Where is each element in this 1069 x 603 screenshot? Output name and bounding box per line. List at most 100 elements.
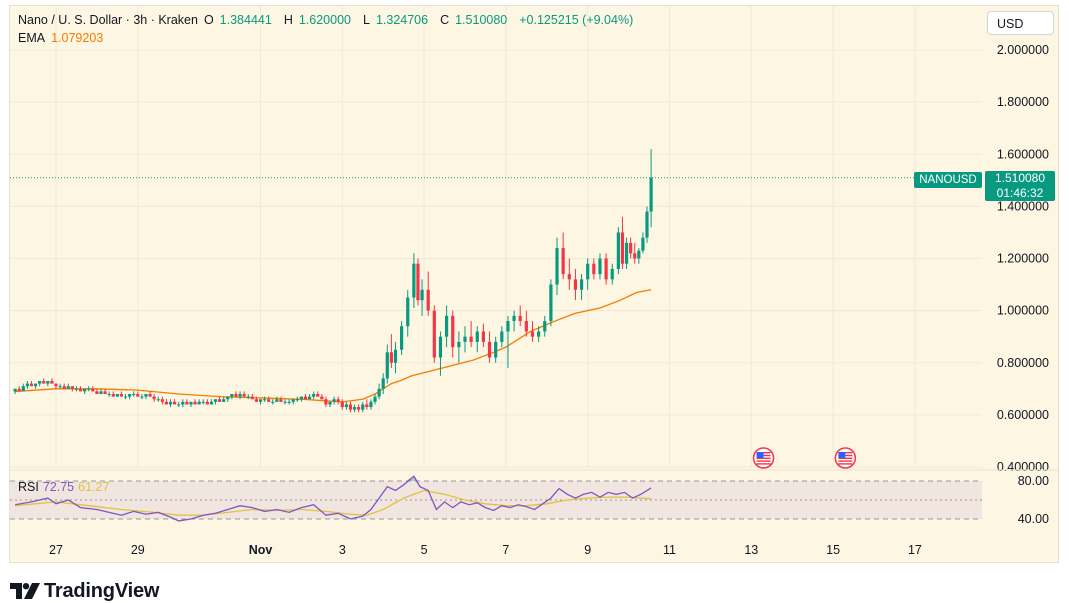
candle-body: [87, 388, 91, 390]
candle-body: [115, 394, 119, 397]
candle-body: [518, 315, 522, 322]
rsi-value: 72.75: [42, 480, 75, 494]
candle-body: [83, 388, 87, 392]
candle-body: [283, 401, 287, 403]
x-tick-label: Nov: [249, 543, 273, 557]
candle-body: [377, 388, 381, 397]
candle-body: [50, 380, 54, 384]
candle-body: [287, 401, 291, 403]
candle-body: [369, 401, 373, 408]
candle-body: [373, 396, 377, 402]
candle-body: [226, 396, 230, 400]
candle-body: [91, 388, 95, 392]
candle-body: [262, 399, 267, 401]
ema-label[interactable]: EMA: [18, 31, 46, 45]
candle-body: [78, 388, 83, 392]
candle-body: [254, 399, 259, 402]
candle-body: [148, 394, 152, 397]
candle-body: [181, 401, 185, 405]
candle-body: [128, 394, 132, 397]
candle-body: [332, 399, 336, 402]
candle-body: [549, 284, 553, 322]
us-flag-event-icon[interactable]: [752, 447, 775, 469]
rsi-label[interactable]: RSI: [18, 480, 39, 494]
y-tick-label: 1.600000: [997, 147, 1049, 161]
y-tick-label: 0.600000: [997, 408, 1049, 422]
candle-body: [222, 399, 226, 402]
candle-body: [123, 396, 128, 398]
candle-body: [144, 394, 148, 397]
candle-body: [412, 263, 416, 298]
candle-body: [328, 401, 332, 405]
y-tick-label: 0.400000: [997, 460, 1049, 474]
candle-body: [70, 386, 74, 389]
candle-body: [213, 399, 218, 402]
candle-body: [438, 336, 443, 358]
ticker-price-tag: NANOUSD: [914, 172, 982, 188]
candle-body: [316, 394, 320, 397]
candle-body: [177, 404, 181, 406]
candle-body: [561, 248, 565, 275]
candle-body: [469, 336, 473, 342]
candle-body: [573, 279, 578, 290]
candle-body: [592, 263, 596, 275]
candle-body: [512, 315, 516, 322]
candle-body: [54, 383, 58, 387]
candle-body: [295, 399, 299, 401]
candle-body: [230, 394, 234, 397]
rsi-tick-label: 80.00: [1018, 474, 1049, 488]
currency-button[interactable]: USD: [987, 11, 1054, 35]
candle-body: [74, 388, 79, 390]
symbol-title[interactable]: Nano / U. S. Dollar · 3h · Kraken: [18, 13, 198, 27]
candle-body: [38, 380, 42, 384]
change-value: +0.125215 (+9.04%): [519, 13, 634, 27]
rsi-tick-label: 40.00: [1018, 512, 1049, 526]
candle-body: [29, 383, 34, 387]
candle-body: [586, 263, 590, 280]
candle-body: [238, 394, 242, 397]
candle-body: [537, 331, 541, 337]
candle-body: [42, 380, 46, 384]
candle-body: [209, 401, 214, 405]
candle-body: [152, 396, 156, 400]
candle-body: [58, 386, 62, 388]
close-value: 1.510080: [455, 13, 508, 27]
candle-body: [624, 242, 629, 264]
candle-body: [543, 321, 547, 332]
candle-body: [494, 341, 498, 358]
candle-body: [95, 391, 99, 395]
candle-body: [645, 211, 649, 238]
candle-body: [107, 394, 111, 396]
candle-body: [197, 401, 201, 405]
candle-body: [457, 341, 461, 348]
high-value: 1.620000: [298, 13, 351, 27]
candle-body: [610, 268, 614, 280]
candle-body: [616, 232, 620, 269]
candle-body: [62, 386, 66, 389]
candle-body: [242, 394, 246, 397]
x-tick-label: 13: [744, 543, 758, 557]
x-tick-label: 9: [584, 543, 591, 557]
candle-body: [258, 399, 263, 402]
us-flag-event-icon[interactable]: [834, 447, 857, 469]
candle-body: [21, 386, 25, 392]
rsi-ma-line: [15, 489, 652, 516]
candle-body: [324, 399, 328, 405]
candle-body: [119, 394, 124, 397]
y-tick-label: 1.000000: [997, 304, 1049, 318]
candle-body: [385, 352, 389, 379]
tradingview-logo[interactable]: TradingView: [10, 580, 159, 602]
candle-body: [275, 399, 279, 402]
y-tick-label: 1.400000: [997, 199, 1049, 213]
candle-body: [160, 399, 164, 402]
candle-body: [234, 394, 238, 397]
ema-line: [15, 289, 652, 403]
candle-body: [303, 396, 308, 400]
candle-body: [620, 232, 625, 264]
x-tick-label: 5: [421, 543, 428, 557]
candle-body: [481, 331, 486, 342]
bar-countdown: 01:46:32: [996, 186, 1044, 200]
candle-body: [99, 391, 103, 395]
x-tick-label: 11: [663, 543, 676, 557]
